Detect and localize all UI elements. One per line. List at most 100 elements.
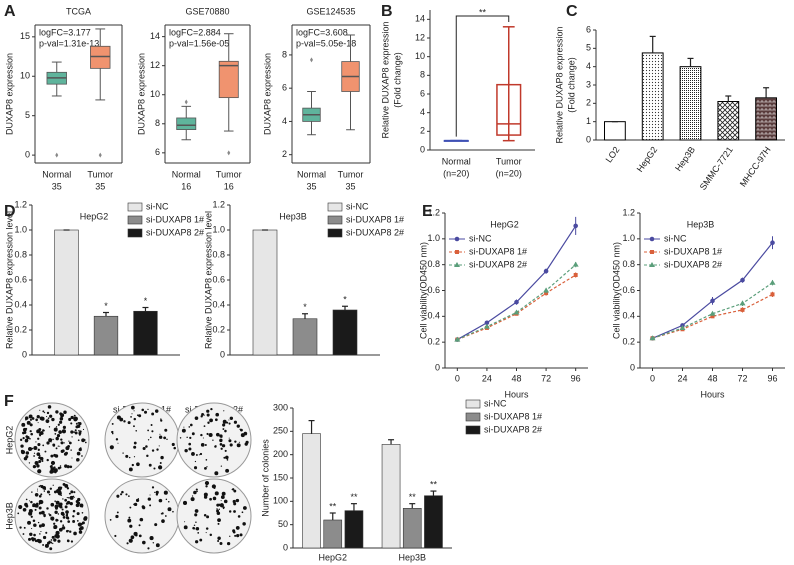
y-tick-label: 5 (25, 110, 30, 120)
y-tick-label: 5 (586, 43, 591, 53)
colony (62, 498, 64, 500)
colony (65, 514, 69, 517)
colony (49, 487, 52, 490)
colony (74, 429, 77, 432)
colony (81, 438, 85, 443)
legend-swatch (127, 228, 143, 238)
colony (236, 443, 241, 448)
colony (38, 494, 42, 498)
y-axis-label: Cell viability(OD450 nm) (418, 242, 428, 339)
colony (77, 439, 80, 442)
y-tick-label: 0.2 (14, 324, 27, 334)
colony (164, 515, 167, 517)
colony (50, 460, 56, 466)
colony (38, 460, 42, 464)
colony (133, 441, 137, 445)
colony (202, 437, 204, 439)
colony (189, 436, 192, 439)
y-tick-label: 1.2 (14, 199, 27, 209)
y-tick-label: 12 (150, 60, 160, 70)
colony (198, 454, 200, 456)
colony (64, 505, 68, 509)
colony (65, 502, 69, 505)
colony (151, 430, 154, 433)
bar (344, 510, 364, 549)
y-tick-label: 0 (586, 134, 591, 144)
colony (183, 426, 185, 428)
colony (59, 416, 64, 421)
y-axis-label: Relative DUXAP8 expression (554, 26, 564, 143)
legend-label: si-DUXAP8 2# (146, 227, 204, 237)
colony (58, 528, 61, 531)
colony (191, 432, 195, 436)
marker (710, 298, 715, 304)
bar (252, 229, 278, 356)
x-tick-label: HepG2 (635, 145, 660, 174)
colony (66, 539, 70, 543)
y-tick-label: 0.4 (622, 311, 635, 321)
y-tick-label: 0.6 (212, 274, 225, 284)
colony (39, 456, 44, 461)
colony (226, 459, 229, 461)
colony (33, 455, 35, 457)
colony (46, 507, 49, 510)
x-tick-sublabel: 16 (181, 181, 191, 191)
colony (147, 497, 151, 501)
colony (25, 435, 29, 438)
colony (120, 418, 122, 420)
colony (186, 436, 188, 439)
colony (208, 433, 213, 438)
colony (131, 463, 134, 467)
chart-title: HepG2 (80, 211, 109, 221)
y-axis-label: (Fold change) (566, 57, 576, 113)
colony (219, 542, 223, 546)
colony (37, 469, 42, 474)
colony (111, 422, 114, 425)
colony (128, 456, 131, 459)
colony (190, 423, 193, 427)
colony (33, 446, 38, 451)
colony (35, 441, 37, 443)
colony (228, 419, 230, 421)
colony (171, 442, 175, 447)
x-tick-label: 48 (511, 373, 521, 383)
x-tick-label: 96 (571, 373, 581, 383)
colony (205, 485, 208, 488)
colony (36, 415, 40, 419)
x-tick-label: MHCC-97H (738, 145, 773, 189)
colony (109, 445, 114, 450)
y-tick-label: 0 (22, 349, 27, 359)
colony (41, 523, 45, 527)
colony (232, 529, 236, 533)
annotation: p-val=1.56e-05 (169, 38, 229, 48)
colony (147, 439, 150, 441)
colony (142, 447, 146, 451)
colony (77, 421, 80, 424)
colony (138, 534, 142, 538)
colony (38, 506, 42, 510)
colony (167, 507, 172, 512)
colony (210, 407, 213, 411)
y-axis-label: Relative DUXAP8 expression (380, 21, 390, 138)
colony (59, 465, 62, 467)
colony (26, 420, 31, 425)
colony (41, 459, 44, 462)
colony (59, 420, 63, 424)
marker (543, 268, 549, 274)
colony (66, 487, 70, 490)
colony (54, 510, 58, 514)
bar (302, 433, 321, 549)
colony (228, 437, 230, 439)
colony (63, 410, 67, 414)
x-tick-label: Tumor (338, 169, 364, 179)
annotation: logFC=3.177 (39, 27, 91, 37)
colony (233, 502, 237, 506)
marker (454, 236, 460, 242)
colony (147, 429, 150, 432)
colony (191, 495, 194, 497)
box (218, 60, 239, 99)
colony (37, 521, 40, 524)
marker (770, 240, 775, 246)
colony (158, 435, 163, 439)
